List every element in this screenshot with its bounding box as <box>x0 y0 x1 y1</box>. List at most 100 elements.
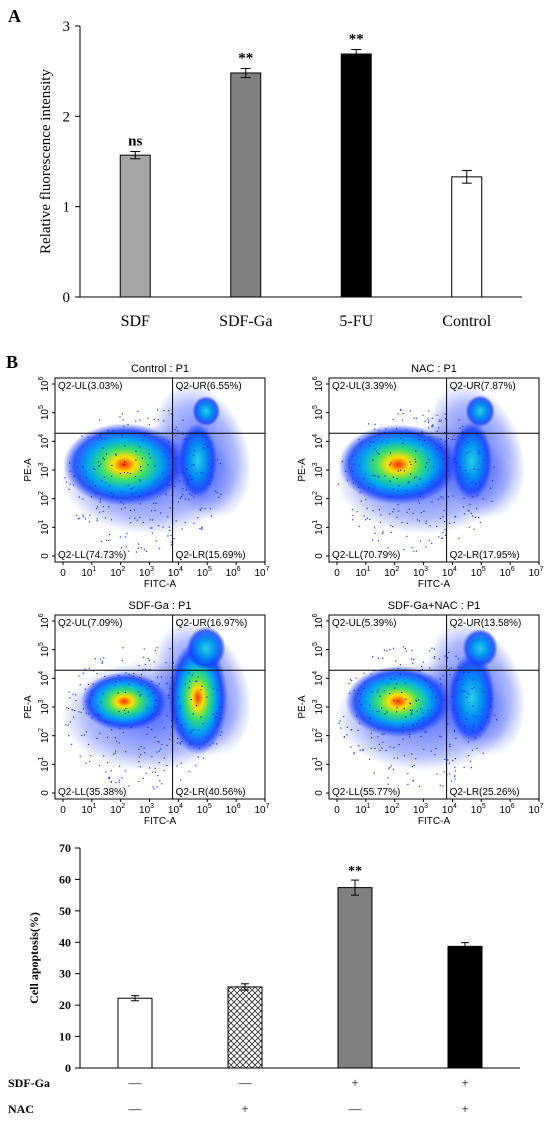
event-dot <box>403 549 405 551</box>
event-dot <box>188 493 190 495</box>
event-dot <box>386 650 388 652</box>
flow-plot-title: SDF-Ga : P1 <box>129 600 192 612</box>
event-dot <box>157 741 159 743</box>
event-dot <box>468 693 470 695</box>
event-dot <box>69 470 71 472</box>
event-dot <box>346 734 348 736</box>
event-dot <box>136 519 138 521</box>
event-dot <box>377 688 379 691</box>
event-dot <box>413 764 415 767</box>
event-dot <box>454 766 456 768</box>
event-dot <box>465 469 467 472</box>
event-dot <box>214 490 217 492</box>
event-dot <box>188 479 190 481</box>
event-dot <box>436 430 438 432</box>
x-tick-label: 0 <box>334 805 340 816</box>
event-dot <box>370 673 372 675</box>
event-dot <box>411 649 413 652</box>
y-tick-label: 40 <box>59 935 71 949</box>
event-dot <box>373 428 376 430</box>
event-dot <box>75 699 77 702</box>
event-dot <box>112 494 115 496</box>
event-dot <box>392 511 394 513</box>
event-dot <box>337 483 339 485</box>
event-dot <box>170 725 173 728</box>
quadrant-ll-label: Q2-LL(74.73%) <box>58 550 126 561</box>
event-dot <box>473 528 475 530</box>
event-dot <box>415 461 417 463</box>
event-dot <box>471 679 474 681</box>
event-dot <box>439 784 441 787</box>
event-dot <box>434 754 436 756</box>
event-dot <box>397 413 399 415</box>
event-dot <box>105 771 107 773</box>
event-dot <box>187 482 189 484</box>
event-dot <box>68 735 70 737</box>
x-tick-exponent: 3 <box>150 566 154 573</box>
event-dot <box>114 752 116 754</box>
event-dot <box>201 526 203 528</box>
event-dot <box>154 767 156 769</box>
event-dot <box>139 480 142 482</box>
event-dot <box>98 419 101 421</box>
event-dot <box>442 785 444 787</box>
event-dot <box>405 650 407 652</box>
event-dot <box>373 527 376 529</box>
population-ll <box>338 424 458 505</box>
event-dot <box>219 462 222 465</box>
event-dot <box>130 487 132 490</box>
event-dot <box>358 700 360 702</box>
event-dot <box>491 500 493 502</box>
event-dot <box>123 425 125 427</box>
event-dot <box>98 464 100 467</box>
event-dot <box>418 520 421 522</box>
event-dot <box>409 461 411 463</box>
event-dot <box>99 732 101 734</box>
event-dot <box>444 534 447 536</box>
event-dot <box>102 692 104 695</box>
event-dot <box>387 547 389 549</box>
event-dot <box>415 417 418 419</box>
event-dot <box>68 488 70 490</box>
event-dot <box>416 723 418 725</box>
event-dot <box>428 459 430 461</box>
event-dot <box>439 735 441 737</box>
event-dot <box>389 452 392 454</box>
event-dot <box>88 521 91 523</box>
event-dot <box>443 520 446 523</box>
event-dot <box>174 684 176 686</box>
event-dot <box>163 420 165 422</box>
event-dot <box>163 438 165 440</box>
event-dot <box>392 418 394 421</box>
event-dot <box>65 724 67 726</box>
event-dot <box>139 516 141 519</box>
y-tick-label: 106 <box>312 613 325 628</box>
event-dot <box>115 681 117 683</box>
event-dot <box>476 747 478 749</box>
event-dot <box>89 760 91 763</box>
event-dot <box>412 662 414 664</box>
event-dot <box>89 514 91 516</box>
event-dot <box>167 535 169 537</box>
event-dot <box>465 718 467 721</box>
event-dot <box>389 766 391 769</box>
event-dot <box>468 510 470 512</box>
event-dot <box>455 655 457 657</box>
y-tick-exponent: 4 <box>312 671 319 675</box>
x-tick-exponent: 1 <box>366 803 370 810</box>
event-dot <box>490 697 493 700</box>
event-dot <box>69 483 71 485</box>
event-dot <box>102 457 104 459</box>
x-tick-label: 107 <box>254 566 269 579</box>
event-dot <box>412 780 414 782</box>
y-tick-label: 30 <box>59 967 71 981</box>
event-dot <box>369 704 371 707</box>
event-dot <box>154 509 156 512</box>
event-dot <box>85 731 87 733</box>
event-dot <box>169 507 171 509</box>
x-tick-label: 106 <box>500 803 515 816</box>
event-dot <box>193 522 195 524</box>
event-dot <box>119 727 121 729</box>
event-dot <box>131 493 133 495</box>
event-dot <box>104 675 106 677</box>
